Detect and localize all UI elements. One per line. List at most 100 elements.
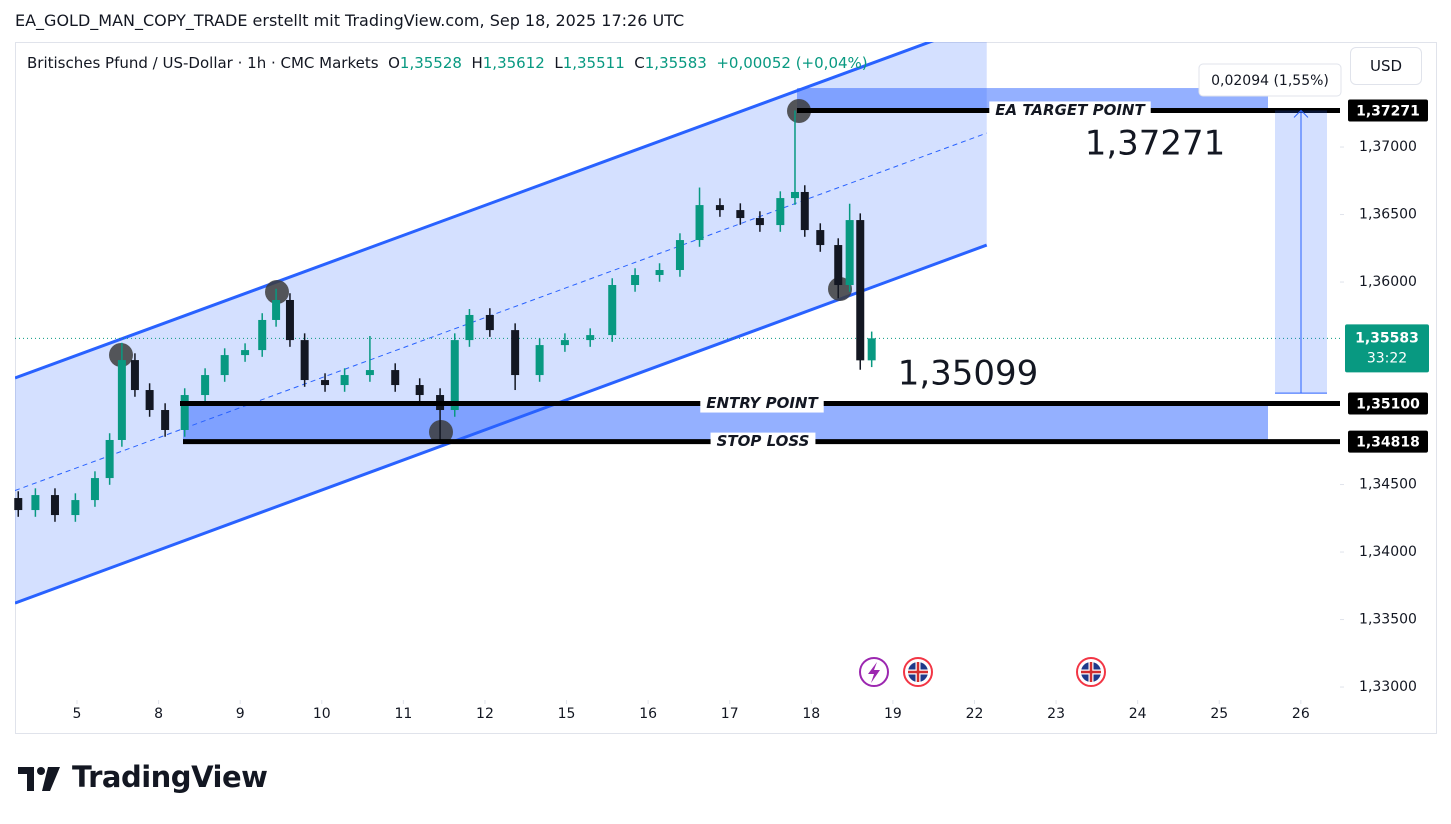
candle-body [241, 350, 250, 356]
y-tick-label: 1,37000 [1359, 139, 1417, 155]
x-tick-label: 23 [1047, 706, 1065, 722]
y-tick-label: 1,33500 [1359, 612, 1417, 628]
current-price-label: 1,35583 [1355, 330, 1419, 346]
candle-body [560, 340, 569, 346]
candle-body [180, 395, 189, 430]
current-price-tag [1345, 324, 1429, 373]
candle-body [485, 314, 494, 331]
x-tick-label: 5 [73, 706, 82, 722]
axis-tag [1348, 99, 1428, 122]
candle-body [834, 245, 843, 286]
countdown: 33:22 [1367, 350, 1407, 366]
candle-body [117, 360, 126, 440]
ohlc-value: 1,35528 [399, 54, 462, 72]
candle-body [90, 478, 99, 501]
axis-tag-label: 1,35100 [1356, 397, 1420, 413]
pivot-marker [109, 343, 133, 367]
measure-label-bg [1198, 63, 1342, 97]
level-name-bg [700, 394, 824, 413]
event-icon [903, 657, 933, 687]
level-name: ENTRY POINT [706, 394, 819, 412]
annotation: 1,37271 [1085, 124, 1226, 164]
candle-body [800, 191, 809, 231]
candle-body [608, 285, 617, 336]
candle-body [321, 380, 330, 386]
ohlc-value: 1,35583 [644, 54, 707, 72]
pivot-marker [429, 420, 453, 444]
axis-tag-label: 1,37271 [1356, 103, 1420, 119]
measure-label: 0,02094 (1,55%) [1211, 73, 1329, 89]
currency-button[interactable]: USD [1350, 47, 1422, 85]
pivot-marker [265, 280, 289, 304]
candle-body [340, 375, 349, 386]
candle-body [220, 355, 229, 376]
candle-body [50, 495, 59, 516]
x-tick-label: 18 [802, 706, 820, 722]
channel-mid [15, 132, 987, 492]
candle-body [715, 205, 724, 211]
candle-body [736, 210, 745, 219]
x-tick-label: 26 [1292, 706, 1310, 722]
channel-line [15, 42, 935, 380]
candle-body [631, 275, 640, 286]
footer-brand: TradingView [72, 760, 268, 794]
candle-body [272, 299, 281, 320]
x-tick-label: 11 [394, 706, 412, 722]
level-name: EA TARGET POINT [995, 101, 1146, 119]
x-tick-label: 25 [1210, 706, 1228, 722]
measure-arrowhead [1293, 109, 1309, 118]
change: +0,00052 (+0,04%) [716, 54, 868, 72]
axis-tag [1348, 430, 1428, 453]
y-tick-label: 1,36500 [1359, 207, 1417, 223]
level-name: STOP LOSS [717, 432, 810, 450]
x-tick-label: 19 [884, 706, 902, 722]
candle-body [71, 500, 80, 516]
candle-body [790, 191, 799, 199]
candle-body [535, 345, 544, 376]
candle-body [845, 220, 854, 286]
candle-body [201, 375, 210, 396]
ohlc-label: C [634, 54, 645, 72]
candle-body [450, 340, 459, 411]
y-tick-label: 1,36000 [1359, 274, 1417, 290]
candle-body [655, 270, 664, 276]
ohlc-value: 1,35612 [482, 54, 545, 72]
symbol: Britisches Pfund / US-Dollar · 1h · CMC … [27, 54, 379, 72]
event-icon [859, 657, 889, 687]
level-name-bg [710, 432, 816, 451]
x-tick-label: 24 [1129, 706, 1147, 722]
chart-frame [15, 42, 1437, 734]
candle-body [258, 319, 267, 351]
candle-body [695, 205, 704, 241]
ohlc-value: 1,35511 [562, 54, 625, 72]
candle-body [105, 439, 114, 479]
candle-body [856, 220, 865, 361]
candle-body [776, 198, 785, 226]
axis-tag-label: 1,34818 [1356, 435, 1420, 451]
candle-body [300, 340, 309, 381]
candle-body [511, 330, 520, 376]
channel-fill [15, 42, 987, 604]
ohlc-label: L [554, 54, 563, 72]
x-tick-label: 9 [236, 706, 245, 722]
y-tick-label: 1,33000 [1359, 679, 1417, 695]
candle-body [465, 314, 474, 341]
x-tick-label: 16 [639, 706, 657, 722]
logo [18, 767, 60, 791]
candle-body [755, 218, 764, 226]
ohlc-label: O [388, 54, 400, 72]
event-icon [1076, 657, 1106, 687]
level-name-bg [989, 101, 1151, 120]
y-tick-label: 1,34500 [1359, 477, 1417, 493]
x-tick-label: 10 [313, 706, 331, 722]
candle-body [816, 230, 825, 246]
candle-body [14, 498, 23, 511]
candle-body [145, 390, 154, 411]
candle-body [867, 338, 876, 361]
candle-body [285, 299, 294, 341]
y-tick-label: 1,34000 [1359, 544, 1417, 560]
x-tick-label: 22 [966, 706, 984, 722]
x-tick-label: 12 [476, 706, 494, 722]
